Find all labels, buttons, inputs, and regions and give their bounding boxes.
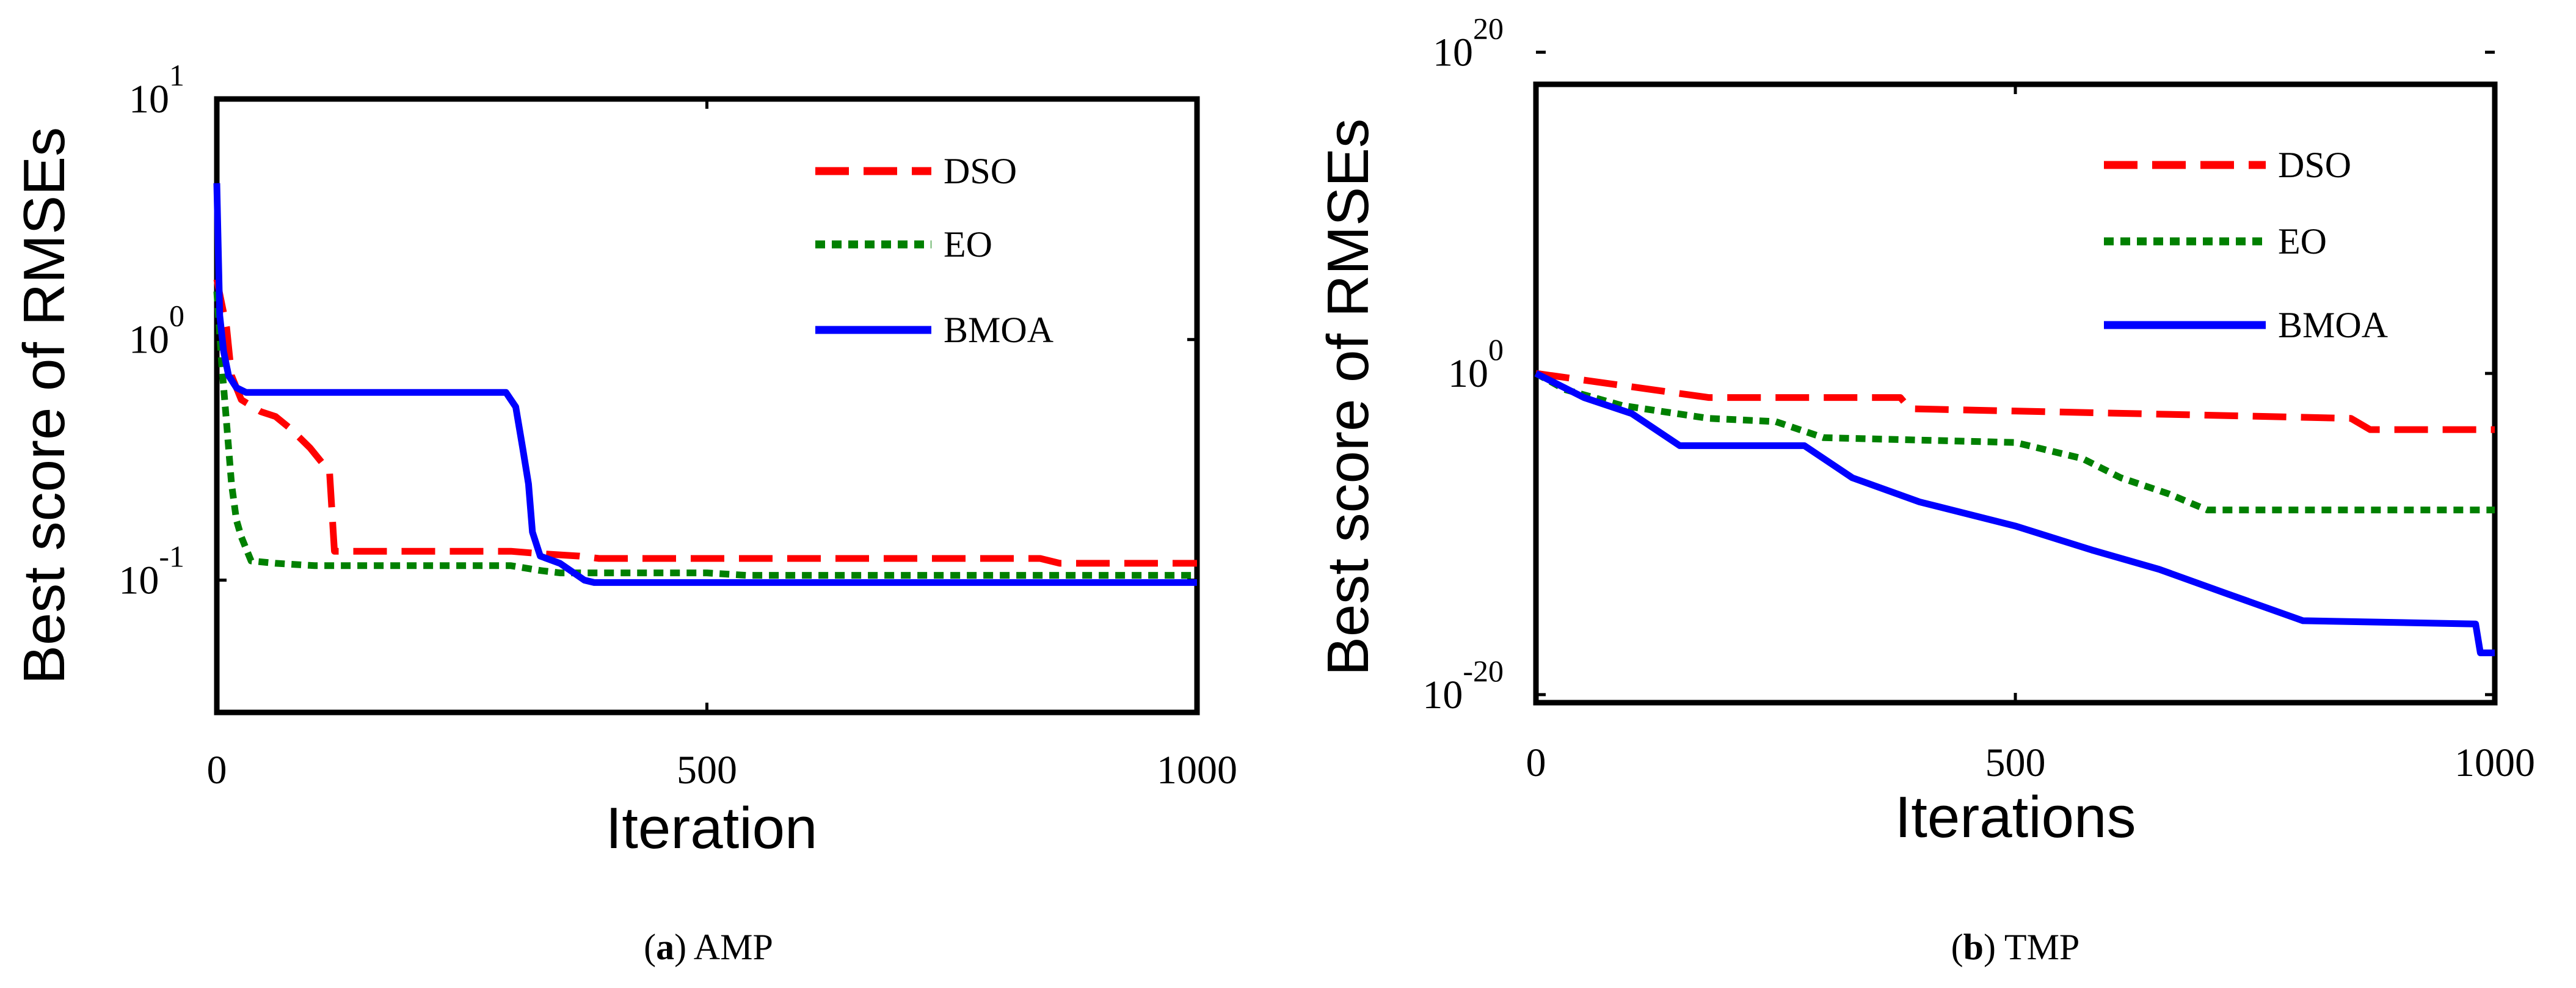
y-tick-label: 10-1 (118, 539, 184, 602)
series-line-dso (1535, 370, 2495, 433)
x-tick-label: 0 (1526, 741, 1546, 785)
legend-label-bmoa: BMOA (944, 310, 1053, 350)
x-tick-label: 0 (207, 748, 227, 792)
legend: DSO EO BMOA (2104, 145, 2388, 345)
caption-label: b (1963, 927, 1984, 967)
series-line-eo (1534, 370, 2495, 514)
chart-panel-tmp: 0 500 1000 10-20 100 1020 DSO EO BMOA Best scor… (1315, 11, 2535, 967)
x-tick-label: 1000 (2454, 741, 2535, 785)
y-axis-label: Best score of RMSEs (12, 127, 77, 684)
y-tick-label: 100 (129, 299, 184, 362)
y-tick-label: 101 (129, 58, 184, 122)
chart-panel-amp: 0 500 1000 10-1 100 101 DSO EO BMOA Best score … (12, 58, 1237, 967)
y-tick-label: 10-20 (1422, 654, 1504, 717)
caption: (b) TMP (1951, 927, 2080, 967)
x-tick-label: 1000 (1157, 748, 1237, 792)
legend-label-eo: EO (944, 224, 992, 265)
legend: DSO EO BMOA (815, 151, 1053, 350)
caption: (a) AMP (644, 927, 773, 967)
x-tick-label: 500 (677, 748, 737, 792)
legend-label-dso: DSO (2278, 145, 2351, 185)
plot-frame (214, 96, 1200, 715)
x-axis-label: Iteration (606, 796, 818, 861)
series-line-bmoa (213, 183, 1197, 586)
caption-text: TMP (1996, 927, 2079, 967)
series-line-eo (213, 291, 1197, 579)
x-axis-label: Iterations (1895, 785, 2136, 850)
series-line-bmoa (1534, 370, 2495, 656)
y-axis-label: Best score of RMSEs (1315, 119, 1381, 676)
caption-label: a (656, 927, 674, 967)
y-tick-label: 1020 (1433, 11, 1504, 75)
legend-label-eo: EO (2278, 221, 2327, 262)
legend-label-dso: DSO (944, 151, 1017, 191)
x-tick-label: 500 (1985, 741, 2046, 785)
legend-label-bmoa: BMOA (2278, 305, 2388, 345)
caption-text: AMP (686, 927, 773, 967)
y-tick-label: 100 (1448, 332, 1504, 396)
